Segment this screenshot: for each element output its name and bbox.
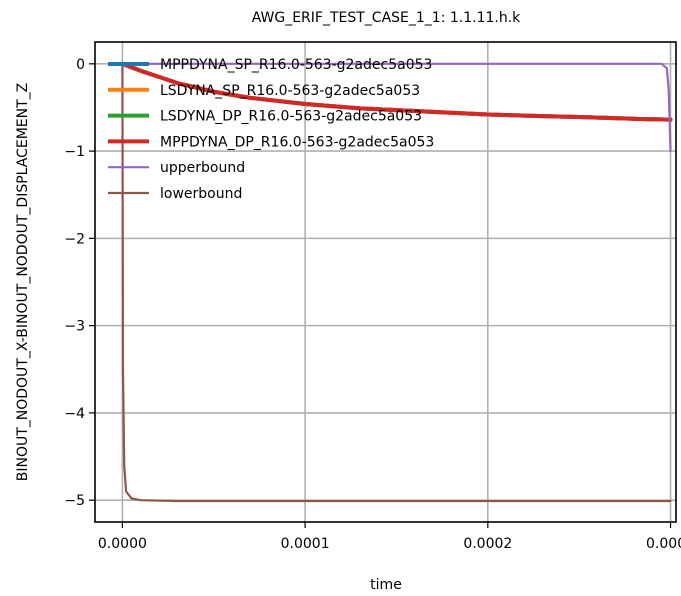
legend-label: LSDYNA_SP_R16.0-563-g2adec5a053: [160, 83, 420, 99]
y-tick-label: −1: [64, 144, 85, 160]
chart-title: AWG_ERIF_TEST_CASE_1_1: 1.1.11.h.k: [252, 10, 521, 26]
legend-label: upperbound: [160, 160, 245, 176]
y-tick-label: −2: [64, 231, 85, 247]
series-line-5: [121, 62, 672, 153]
y-tick-label: 0: [76, 57, 85, 73]
x-tick-label: 0.0002: [463, 536, 512, 552]
x-tick-label: 0.0001: [281, 536, 330, 552]
x-tick-label: 0.0000: [98, 536, 147, 552]
y-tick-label: −5: [64, 493, 85, 509]
ticks: 0.0000 0.0001 0.0002 0.0003 0 −1 −2 −3 −4 −5: [64, 57, 681, 552]
legend: MPPDYNA_SP_R16.0-563-g2adec5a053 LSDYNA_S…: [108, 57, 434, 202]
x-axis-label: time: [370, 577, 402, 593]
y-axis-label: BINOUT_NODOUT_X-BINOUT_NODOUT_DISPLACEME…: [15, 83, 31, 482]
y-tick-label: −4: [64, 406, 85, 422]
x-tick-label: 0.0003: [646, 536, 681, 552]
series-line-6: [121, 62, 672, 503]
legend-label: LSDYNA_DP_R16.0-563-g2adec5a053: [160, 109, 422, 125]
series-group: [120, 61, 673, 503]
legend-label: lowerbound: [160, 186, 242, 202]
y-tick-label: −3: [64, 319, 85, 335]
plot-frame: [94, 41, 677, 523]
legend-label: MPPDYNA_DP_R16.0-563-g2adec5a053: [160, 134, 434, 150]
legend-label: MPPDYNA_SP_R16.0-563-g2adec5a053: [160, 57, 432, 73]
series-line-4: [120, 61, 673, 122]
